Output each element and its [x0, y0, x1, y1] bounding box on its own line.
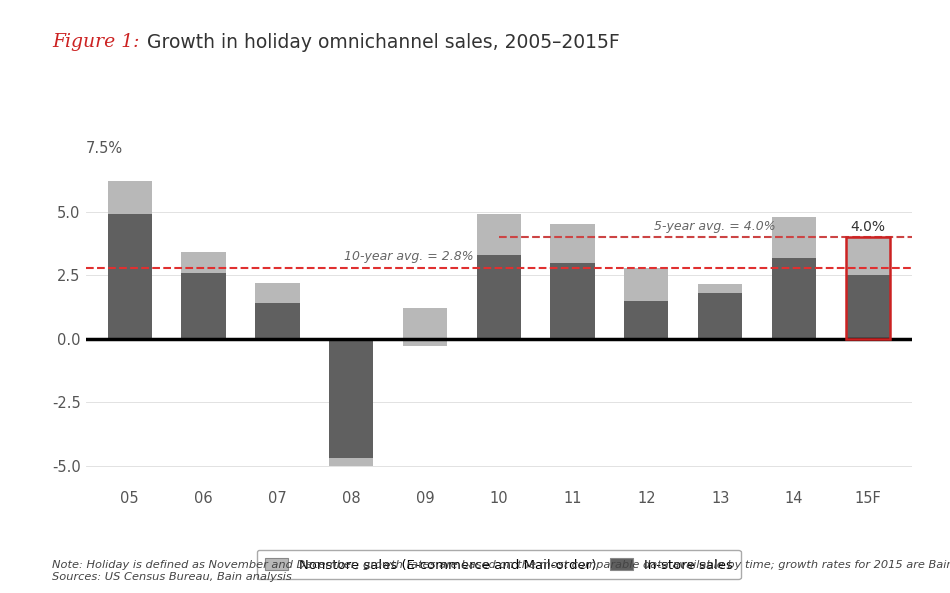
Bar	[550, 225, 595, 263]
Bar	[329, 458, 373, 466]
Bar	[477, 214, 521, 255]
Bar	[771, 257, 816, 339]
Bar	[477, 255, 521, 339]
Bar	[698, 293, 742, 339]
Bar	[624, 301, 669, 339]
Bar	[181, 253, 226, 273]
Bar	[107, 181, 152, 214]
Bar	[403, 308, 447, 346]
Bar	[624, 267, 669, 301]
Bar	[181, 273, 226, 339]
Bar	[771, 217, 816, 257]
Text: Figure 1:: Figure 1:	[52, 33, 140, 50]
Bar	[256, 303, 299, 339]
Text: 5-year avg. = 4.0%: 5-year avg. = 4.0%	[654, 219, 775, 232]
Legend: Nonstore sales (E-commerce and Mail-order), In-store sales: Nonstore sales (E-commerce and Mail-orde…	[256, 550, 741, 579]
Bar	[107, 214, 152, 339]
Bar	[256, 283, 299, 303]
Bar	[846, 237, 890, 275]
Bar	[329, 339, 373, 458]
Text: Growth in holiday omnichannel sales, 2005–2015F: Growth in holiday omnichannel sales, 200…	[147, 33, 620, 52]
Bar	[846, 237, 890, 339]
Text: 7.5%: 7.5%	[86, 141, 124, 156]
Text: 10-year avg. = 2.8%: 10-year avg. = 2.8%	[344, 250, 473, 263]
Bar	[846, 275, 890, 339]
Bar	[403, 339, 447, 346]
Bar	[550, 263, 595, 339]
Text: 4.0%: 4.0%	[850, 220, 885, 234]
Bar	[698, 284, 742, 293]
Text: Note: Holiday is defined as November and December; growth rates are based on the: Note: Holiday is defined as November and…	[52, 560, 950, 582]
